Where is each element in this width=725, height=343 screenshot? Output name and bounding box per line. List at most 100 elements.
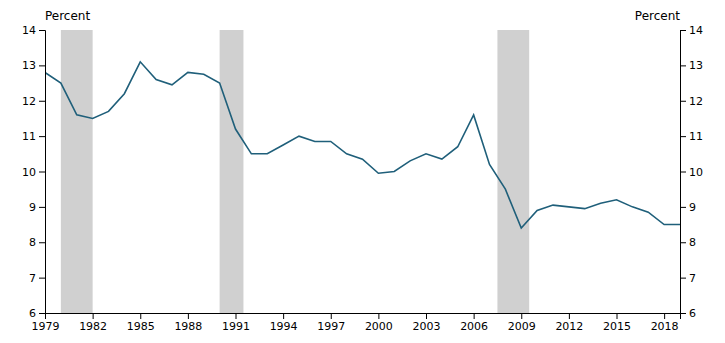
tick-mark [39,313,45,314]
tick-mark [188,313,189,319]
y2-axis: 6 7 8 9 10 11 12 13 14 [680,24,703,320]
tick: 11 [680,130,703,143]
tick-mark [39,172,45,173]
tick: 1991 [222,313,250,333]
tick-label: 1979 [32,320,60,333]
axis-title: Percent [45,9,90,23]
tick-mark [283,313,284,319]
tick-mark [474,313,475,319]
tick: 2003 [413,313,441,333]
tick: 7 [29,272,45,285]
tick: 8 [29,236,45,249]
tick: 1982 [79,313,107,333]
axis-line [39,31,46,314]
axis-line [681,31,687,314]
tick-mark [680,30,686,31]
tick-label: 2003 [413,320,441,333]
tick-mark [39,278,45,279]
tick-mark [680,65,686,66]
tick-label: 8 [29,236,36,249]
axis-title: Percent [635,9,680,23]
tick: 13 [22,59,45,72]
tick-label: 1994 [270,320,298,333]
tick-mark [378,313,379,319]
tick-label: 8 [689,236,696,249]
tick: 14 [680,24,703,37]
tick-label: 2009 [508,320,536,333]
recession-band [61,30,93,313]
tick-mark [39,136,45,137]
tick: 9 [680,201,696,214]
tick-label: 6 [29,307,36,320]
chart: 1979 1982 1985 1988 1991 1994 1997 2000 2003 2006… [0,0,725,343]
tick-mark [664,313,665,319]
tick-mark [426,313,427,319]
tick: 2006 [460,313,488,333]
tick: 11 [22,130,45,143]
tick-label: 11 [689,130,703,143]
tick-label: 1988 [174,320,202,333]
tick: 2018 [651,313,679,333]
recession-band [497,30,529,313]
tick-label: 10 [22,166,36,179]
tick: 14 [22,24,45,37]
tick-mark [617,313,618,319]
marks [45,30,680,313]
tick-label: 9 [689,201,696,214]
tick-mark [140,313,141,319]
tick-label: 2012 [555,320,583,333]
tick: 2000 [365,313,393,333]
tick: 12 [22,95,45,108]
tick-label: 1997 [317,320,345,333]
tick: 6 [680,307,696,320]
tick-mark [680,207,686,208]
tick: 1988 [174,313,202,333]
tick-label: 14 [689,24,703,37]
tick-mark [39,207,45,208]
tick: 2009 [508,313,536,333]
tick: 13 [680,59,703,72]
tick: 8 [680,236,696,249]
tick-mark [236,313,237,319]
tick-mark [39,30,45,31]
tick-mark [39,65,45,66]
tick-label: 13 [689,59,703,72]
tick-label: 1991 [222,320,250,333]
tick-mark [680,242,686,243]
line [45,62,680,228]
tick-label: 2000 [365,320,393,333]
tick-label: 12 [689,95,703,108]
tick-mark [521,313,522,319]
tick-label: 2015 [603,320,631,333]
plot: 1979 1982 1985 1988 1991 1994 1997 2000 2003 2006… [22,9,703,333]
tick-label: 2006 [460,320,488,333]
tick: 1994 [270,313,298,333]
tick-mark [39,242,45,243]
tick-mark [680,278,686,279]
tick-mark [680,172,686,173]
tick: 12 [680,95,703,108]
tick-mark [680,101,686,102]
tick-label: 6 [689,307,696,320]
tick: 10 [680,166,703,179]
tick: 7 [680,272,696,285]
tick-label: 1985 [127,320,155,333]
tick: 2015 [603,313,631,333]
y-axis: 6 7 8 9 10 11 12 13 14 [22,24,46,320]
x-axis: 1979 1982 1985 1988 1991 1994 1997 2000 2003 2006… [32,313,681,333]
tick-label: 7 [689,272,696,285]
tick: 2012 [555,313,583,333]
tick: 1985 [127,313,155,333]
tick-label: 13 [22,59,36,72]
tick-mark [569,313,570,319]
tick-label: 14 [22,24,36,37]
tick-label: 9 [29,201,36,214]
recession-band [220,30,244,313]
tick-mark [93,313,94,319]
tick-label: 1982 [79,320,107,333]
tick-label: 7 [29,272,36,285]
tick-mark [680,313,686,314]
tick-mark [331,313,332,319]
tick: 10 [22,166,45,179]
tick: 6 [29,307,45,320]
